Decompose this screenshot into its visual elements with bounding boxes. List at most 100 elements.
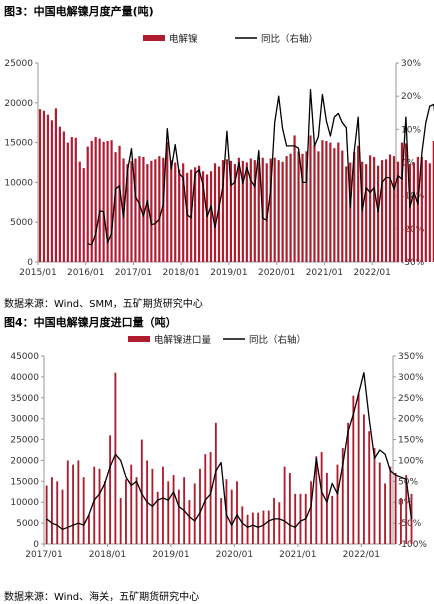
chart1-xtick-label: 2020/01 [258, 268, 295, 278]
chart1-svg: 电解镍 同比（右轴）0500010000150002000025000-30%-2… [4, 33, 434, 278]
chart2-bar [294, 493, 297, 544]
chart2-y2tick-label: 150% [398, 436, 424, 446]
chart1-legend-bar-swatch [143, 35, 165, 41]
chart1-bar [166, 141, 169, 262]
chart2-bar [251, 512, 254, 544]
chart1-bar [102, 141, 105, 262]
chart1-bar [380, 160, 384, 262]
chart1-y2tick-label: 30% [401, 59, 421, 69]
chart2-bar [82, 477, 85, 544]
chart2-bar [130, 464, 133, 544]
chart2-bar [246, 514, 249, 544]
chart1-xtick-label: 2018/01 [163, 268, 200, 278]
chart2-bar [188, 500, 191, 544]
chart1-bar [388, 154, 392, 262]
chart1-xtick-label: 2021/01 [306, 268, 343, 278]
chart1-bar [377, 165, 380, 262]
chart1-y2tick-label: -30% [401, 258, 425, 268]
chart1-bar [313, 144, 316, 262]
chart2-bar [162, 466, 164, 544]
chart2-bar [368, 431, 371, 544]
chart2-bar [77, 460, 80, 544]
chart1-legend-bar-label: 电解镍 [169, 33, 198, 45]
chart2-bar [125, 479, 127, 544]
chart2-bar [347, 422, 349, 544]
chart1-bar [46, 114, 50, 263]
chart2-bar [140, 439, 143, 544]
chart1-bar [182, 163, 185, 262]
chart1-bar [265, 163, 268, 262]
chart1-bar [384, 159, 388, 262]
chart2-bar [267, 510, 270, 544]
chart1-bar [333, 148, 336, 262]
chart2-source: 数据来源：Wind、海关，五矿期货研究中心 [4, 592, 200, 603]
chart1-bar [408, 164, 412, 262]
chart1-bar [150, 160, 153, 262]
chart2-bar [405, 475, 408, 544]
chart2-bar [119, 498, 122, 544]
chart1-bar [273, 157, 276, 262]
chart2-bar [341, 447, 344, 544]
chart1-bar [297, 151, 300, 262]
chart1-bar [400, 142, 404, 262]
chart2-bar [336, 464, 339, 544]
chart2-ytick-label: 40000 [10, 373, 39, 383]
chart1-bar [237, 157, 240, 262]
chart2-bar [214, 422, 217, 544]
chart1-xtick-label: 2016/01 [67, 268, 104, 278]
chart1-bar [301, 153, 304, 262]
chart1-ytick-label: 25000 [4, 59, 33, 69]
chart1-ytick-label: 20000 [4, 99, 33, 109]
chart2-ytick-label: 20000 [10, 456, 39, 466]
chart1-bar [249, 158, 252, 262]
chart2-bar [262, 510, 265, 544]
chart1-bar [412, 162, 415, 262]
chart1-xtick-label: 2017/01 [115, 268, 152, 278]
chart2-y2tick-label: 100% [398, 456, 424, 466]
chart2-bar [156, 491, 159, 544]
chart1-bar [66, 142, 69, 262]
chart2-bar [299, 493, 302, 544]
chart2-bar [51, 477, 53, 544]
chart1-bar [162, 157, 165, 262]
chart2-bar [230, 489, 233, 544]
chart2-svg: 电解镍进口量 同比（右轴） 0 5000 10000 15000 20000 25000 300… [10, 334, 427, 560]
chart2-bar [378, 462, 381, 544]
chart2-bar [288, 472, 291, 544]
chart2-bar [325, 472, 328, 544]
chart1-bar [78, 161, 81, 262]
chart2-bar [103, 481, 106, 544]
chart2-bar [357, 393, 360, 544]
chart1-bar [90, 141, 93, 262]
chart1-bar [325, 141, 328, 262]
chart1-bar [289, 153, 292, 262]
chart1-bar [74, 137, 77, 262]
chart2-bar [257, 512, 260, 544]
chart1-bar [233, 164, 236, 262]
chart1-bar [186, 172, 189, 262]
chart2-y2tick-label: 250% [398, 394, 424, 404]
chart1-bar [126, 164, 129, 262]
chart1-legend-line-label: 同比（右轴） [261, 33, 318, 45]
chart2-bar [93, 466, 96, 544]
chart1-bar [205, 174, 209, 262]
chart1-bar [82, 168, 85, 262]
chart2-bar [167, 481, 170, 544]
chart1-bar [229, 160, 233, 262]
chart1-bar [62, 131, 65, 262]
chart1-bar [174, 162, 177, 262]
chart1-bar [329, 142, 332, 262]
chart2-y2tick-label: -100% [398, 540, 427, 550]
chart1-bar [404, 143, 408, 262]
chart1-bar [277, 160, 280, 262]
chart1-bar [142, 156, 145, 262]
chart2-y2tick-label: 50% [398, 477, 418, 487]
chart2-bar [109, 435, 112, 544]
chart2-xtick-label: 2022/01 [343, 550, 380, 560]
chart1-bar [209, 171, 213, 262]
chart1-bar [170, 160, 173, 262]
chart2-y2tick-label: -50% [398, 519, 422, 529]
chart1-bar [365, 164, 368, 262]
chart1-bar [309, 135, 312, 262]
chart2-y2tick-label: 350% [398, 352, 424, 362]
